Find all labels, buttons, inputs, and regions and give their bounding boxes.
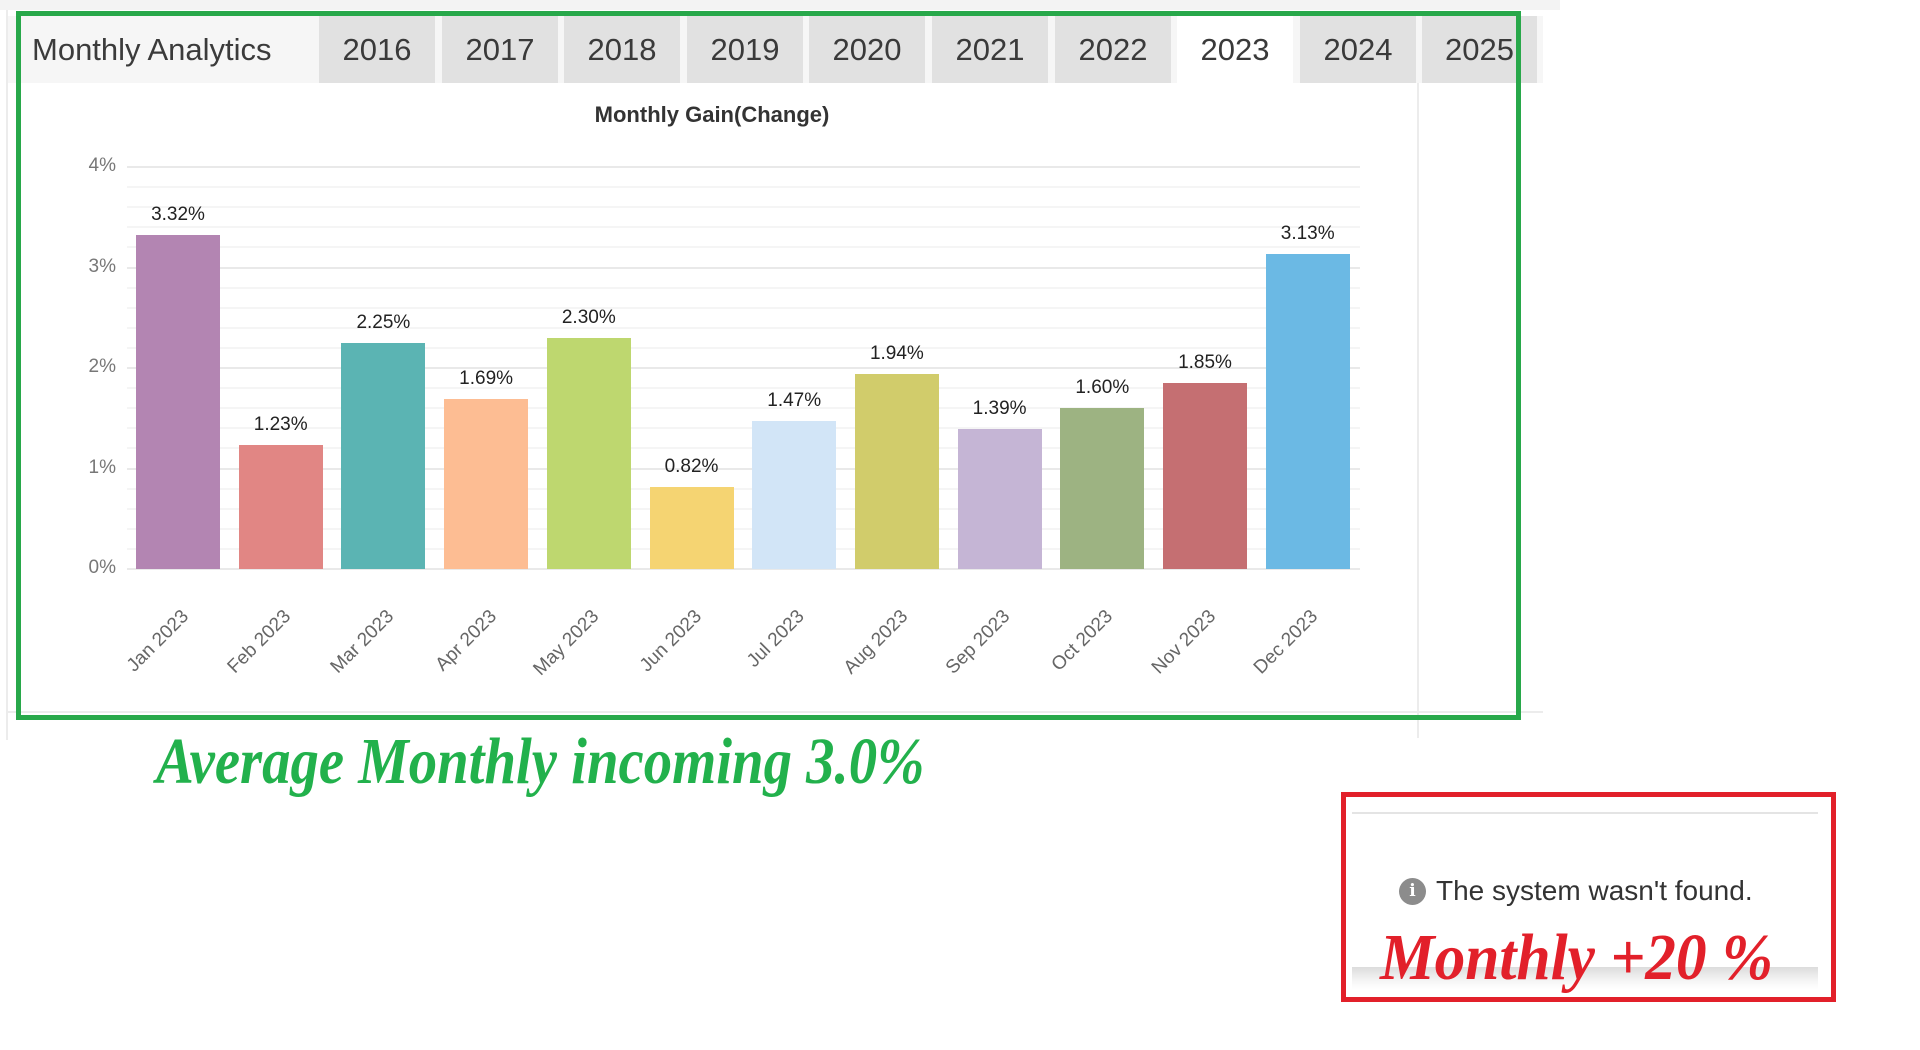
bar-value-label: 1.23%: [253, 414, 308, 436]
y-tick-label: 4%: [88, 155, 116, 176]
tab-year-2021[interactable]: 2021: [932, 16, 1048, 83]
panel-divider: [1417, 83, 1419, 738]
bar-oct-2023[interactable]: [1060, 408, 1145, 569]
notice-text: The system wasn't found.: [1436, 875, 1753, 906]
gridline-major: [127, 166, 1360, 168]
bar-jul-2023[interactable]: [752, 421, 837, 569]
gridline-minor: [127, 286, 1360, 289]
gridline-minor: [127, 246, 1360, 249]
bar-value-label: 1.94%: [869, 343, 924, 365]
system-not-found-notice: i The system wasn't found.: [1399, 873, 1753, 909]
gridline-major: [127, 467, 1360, 470]
bar-nov-2023[interactable]: [1163, 383, 1247, 569]
gridline-minor: [127, 186, 1360, 189]
bar-value-label: 1.47%: [767, 390, 822, 412]
tab-bar-title: Monthly Analytics: [32, 32, 272, 67]
bar-value-label: 3.13%: [1280, 223, 1335, 245]
bar-value-label: 3.32%: [151, 204, 205, 226]
gridline-minor: [127, 407, 1360, 410]
gridline-major: [127, 568, 1360, 570]
gridline-minor: [127, 427, 1360, 430]
info-icon: i: [1399, 877, 1426, 905]
bar-value-label: 1.85%: [1178, 352, 1232, 374]
notice-separator: [1352, 812, 1818, 814]
gridline-minor: [127, 507, 1360, 510]
y-tick-label: 3%: [88, 255, 116, 277]
bar-feb-2023[interactable]: [238, 445, 323, 569]
average-monthly-caption: Average Monthly incoming 3.0%: [156, 725, 925, 798]
tab-year-2025[interactable]: 2025: [1422, 16, 1537, 83]
panel-left-border: [6, 712, 8, 740]
plot-area: 3.32% 1.23% 2.25% 1.69% 2.30% 0.82% 1.47% 1.94%…: [127, 166, 1360, 570]
gridline-minor: [127, 326, 1360, 329]
bar-value-label: 2.30%: [561, 306, 616, 328]
bar-value-label: 2.25%: [356, 311, 411, 333]
tab-year-2020[interactable]: 2020: [809, 16, 925, 83]
y-tick-label: 2%: [88, 356, 116, 377]
gridline-minor: [127, 447, 1360, 450]
notice-footer-shade: [1352, 967, 1818, 989]
bar-may-2023[interactable]: [546, 337, 631, 569]
monthly-gain-caption: Monthly +20 %: [1380, 921, 1774, 994]
gridline-major: [127, 367, 1360, 369]
gridline-major: [127, 266, 1360, 269]
y-tick-label: 1%: [88, 456, 116, 478]
panel-bottom-border: [6, 711, 1543, 713]
gridline-minor: [127, 547, 1360, 550]
tab-year-2024[interactable]: 2024: [1300, 16, 1416, 83]
bar-value-label: 0.82%: [664, 455, 719, 477]
gridline-minor: [127, 487, 1360, 490]
tab-year-2023[interactable]: 2023: [1177, 16, 1293, 83]
gridline-minor: [127, 527, 1360, 530]
y-tick-label: 0%: [88, 557, 116, 578]
bar-jan-2023[interactable]: [136, 235, 220, 569]
gridline-minor: [127, 387, 1360, 390]
chart-title: Monthly Gain(Change): [594, 102, 830, 127]
bar-value-label: 1.69%: [459, 368, 514, 390]
gridline-minor: [127, 306, 1360, 309]
bar-apr-2023[interactable]: [444, 399, 529, 569]
bar-aug-2023[interactable]: [854, 374, 939, 569]
tab-year-2016[interactable]: 2016: [319, 16, 435, 83]
bar-sep-2023[interactable]: [957, 429, 1042, 569]
tab-year-2017[interactable]: 2017: [442, 16, 558, 83]
tab-year-2019[interactable]: 2019: [687, 16, 803, 83]
bar-value-label: 1.60%: [1075, 377, 1130, 399]
bar-mar-2023[interactable]: [341, 342, 426, 569]
bar-jun-2023[interactable]: [649, 486, 734, 569]
gridline-minor: [127, 346, 1360, 349]
bar-dec-2023[interactable]: [1265, 254, 1350, 569]
tab-year-2022[interactable]: 2022: [1055, 16, 1171, 83]
gridline-minor: [127, 226, 1360, 229]
bar-value-label: 1.39%: [972, 398, 1027, 420]
gridline-minor: [127, 206, 1360, 209]
page-top-strip: [0, 0, 1560, 10]
tab-year-2018[interactable]: 2018: [564, 16, 680, 83]
